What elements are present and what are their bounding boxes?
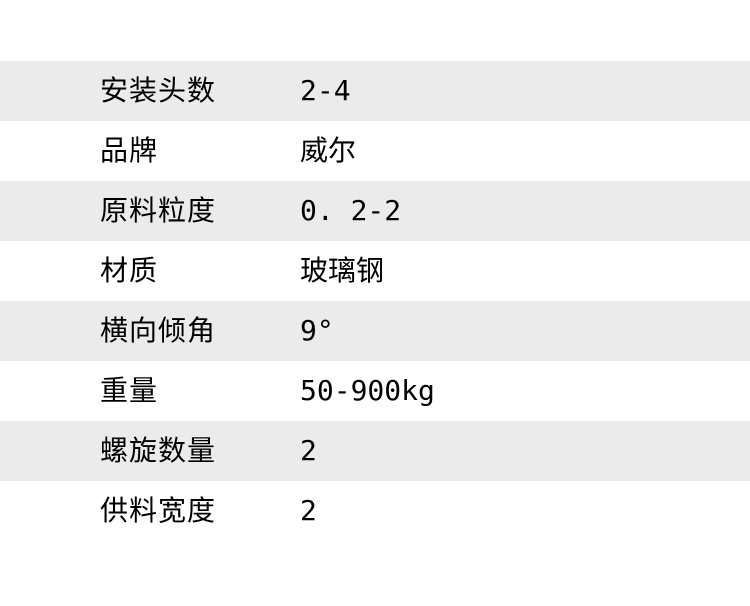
spec-row: 横向倾角 9° <box>0 301 750 361</box>
spec-value: 威尔 <box>300 134 357 167</box>
spec-row: 供料宽度 2 <box>0 481 750 541</box>
spec-label: 材质 <box>100 254 159 287</box>
spec-value: 2 <box>300 494 317 527</box>
spec-label: 原料粒度 <box>100 194 217 227</box>
spec-label: 品牌 <box>100 134 159 167</box>
spec-row: 原料粒度 0. 2-2 <box>0 181 750 241</box>
spec-row: 安装头数 2-4 <box>0 61 750 121</box>
spec-value: 2 <box>300 434 317 467</box>
spec-row: 重量 50-900kg <box>0 361 750 421</box>
spec-label: 螺旋数量 <box>100 434 217 467</box>
spec-row: 螺旋数量 2 <box>0 421 750 481</box>
spec-table: 安装头数 2-4 品牌 威尔 原料粒度 0. 2-2 材质 玻璃钢 横向倾角 9… <box>0 61 750 541</box>
spec-label: 横向倾角 <box>100 314 217 347</box>
spec-label: 重量 <box>100 374 159 407</box>
spec-value: 9° <box>300 314 334 347</box>
spec-row: 品牌 威尔 <box>0 121 750 181</box>
spec-value: 50-900kg <box>300 374 435 407</box>
spec-value: 2-4 <box>300 74 351 107</box>
spec-value: 0. 2-2 <box>300 194 402 227</box>
spec-label: 供料宽度 <box>100 494 217 527</box>
spec-value: 玻璃钢 <box>300 254 385 287</box>
spec-label: 安装头数 <box>100 74 217 107</box>
spec-row: 材质 玻璃钢 <box>0 241 750 301</box>
